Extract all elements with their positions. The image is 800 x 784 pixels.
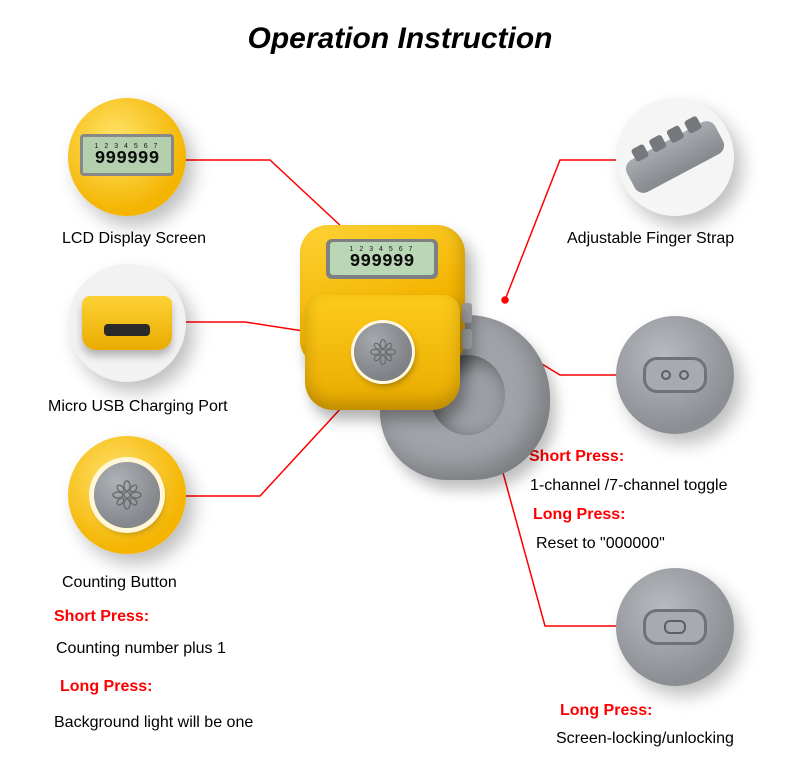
right-short-press-text: 1-channel /7-channel toggle	[530, 477, 727, 495]
right-short-press-title: Short Press:	[529, 448, 624, 466]
channel-button-detail-circle	[616, 316, 734, 434]
strap-label: Adjustable Finger Strap	[567, 230, 734, 248]
left-short-press-text: Counting number plus 1	[56, 640, 226, 658]
left-short-press-title: Short Press:	[54, 608, 149, 626]
flower-icon	[368, 337, 398, 367]
lcd-detail-circle: 1 2 3 4 5 6 7 999999	[68, 98, 186, 216]
strap-detail-circle	[616, 98, 734, 216]
right-long-press-text: Reset to "000000"	[536, 535, 665, 553]
page-title: Operation Instruction	[0, 22, 800, 56]
lock-long-press-title: Long Press:	[560, 702, 652, 720]
counting-button-label: Counting Button	[62, 574, 177, 592]
counting-button-detail-circle	[68, 436, 186, 554]
usb-label: Micro USB Charging Port	[48, 398, 228, 416]
lcd-digits: 999999	[95, 150, 160, 168]
device-lcd: 1 2 3 4 5 6 7 999999	[330, 242, 434, 275]
flower-icon	[110, 478, 144, 512]
device-main-button	[354, 323, 412, 381]
device-illustration: 1 2 3 4 5 6 7 999999	[300, 225, 510, 485]
lock-long-press-text: Screen-locking/unlocking	[556, 730, 734, 748]
left-long-press-title: Long Press:	[60, 678, 152, 696]
right-long-press-title: Long Press:	[533, 506, 625, 524]
device-lcd-digits: 999999	[350, 253, 415, 271]
left-long-press-text: Background light will be one	[54, 714, 253, 732]
lock-button-detail-circle	[616, 568, 734, 686]
usb-detail-circle	[68, 264, 186, 382]
lcd-label: LCD Display Screen	[62, 230, 206, 248]
